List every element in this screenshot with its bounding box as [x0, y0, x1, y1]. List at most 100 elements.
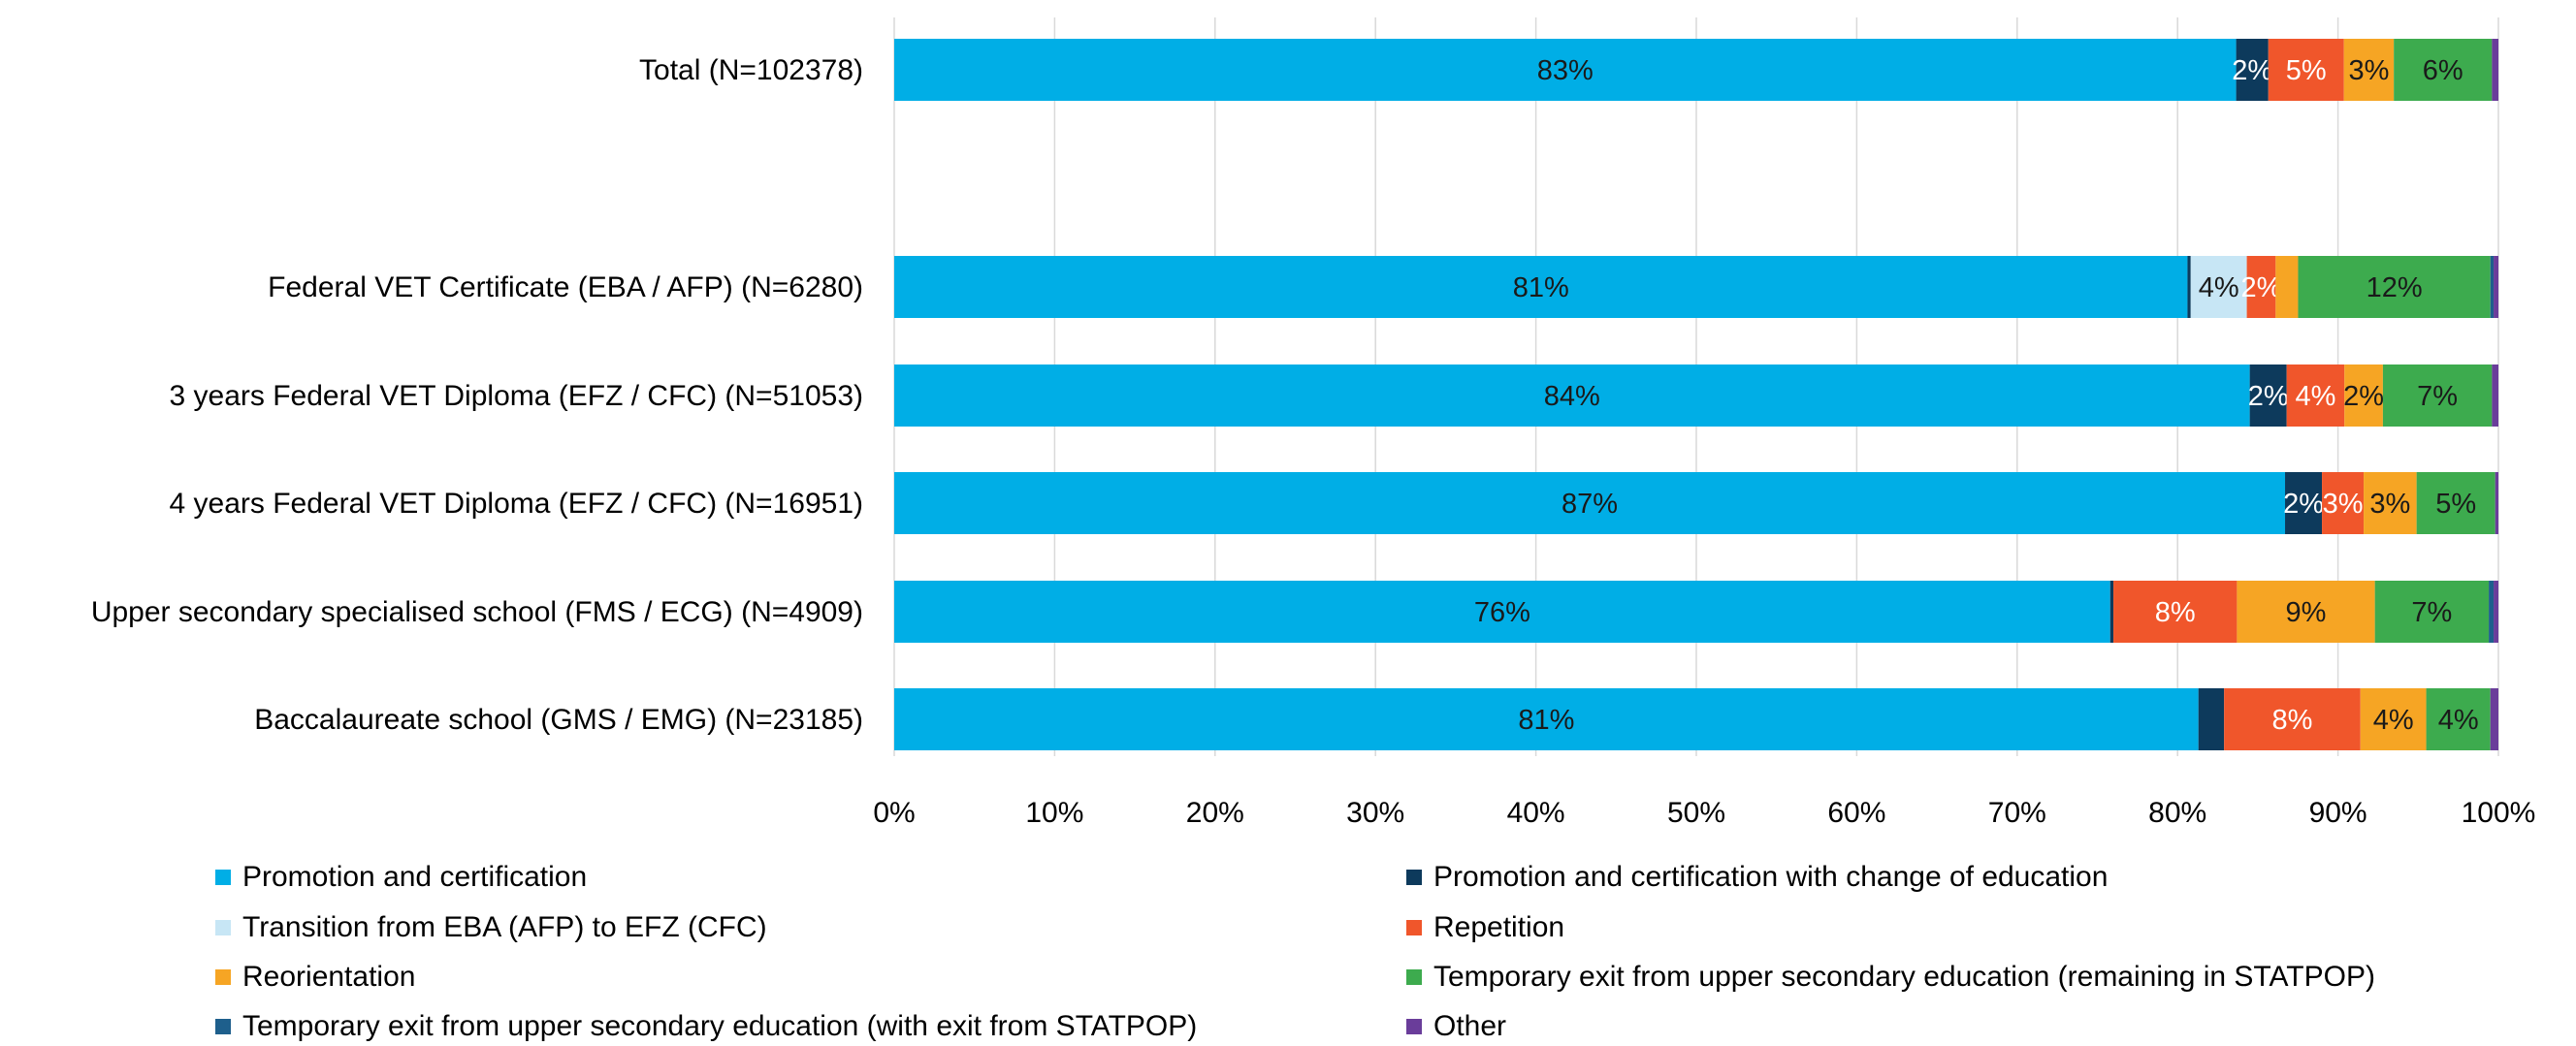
- category-label: Federal VET Certificate (EBA / AFP) (N=6…: [268, 271, 863, 303]
- bar-segment: [2343, 39, 2395, 101]
- legend-swatch: [215, 1019, 231, 1034]
- bar-segment: [894, 472, 2286, 534]
- legend-swatch: [1406, 870, 1422, 885]
- bar-segment: [894, 688, 2199, 750]
- bar-segment: [2224, 688, 2361, 750]
- data-label: 81%: [1518, 705, 1574, 736]
- legend-item: Transition from EBA (AFP) to EFZ (CFC): [215, 911, 767, 944]
- x-axis-ticks: 0% 10% 20% 30% 40% 50% 60% 70% 80% 90% 100%: [873, 797, 2535, 829]
- x-tick-label: 30%: [1346, 797, 1404, 829]
- category-labels: Total (N=102378) Federal VET Certificate …: [91, 54, 863, 736]
- bar-segment: [2374, 581, 2490, 643]
- data-label: 2%: [2232, 55, 2272, 86]
- category-label: Total (N=102378): [639, 54, 863, 86]
- legend-swatch: [215, 870, 231, 885]
- x-tick-label: 50%: [1667, 797, 1725, 829]
- legend-item: Promotion and certification: [215, 861, 587, 894]
- bar-segment: [2360, 688, 2427, 750]
- bar-segment: [2268, 39, 2344, 101]
- legend-swatch: [1406, 1019, 1422, 1034]
- bar-segment: [2364, 472, 2417, 534]
- data-label: 8%: [2155, 597, 2196, 628]
- x-tick-label: 80%: [2148, 797, 2206, 829]
- x-tick-label: 90%: [2309, 797, 2367, 829]
- legend-label: Temporary exit from upper secondary educ…: [242, 1010, 1198, 1042]
- legend-item: Temporary exit from upper secondary educ…: [215, 1010, 1197, 1043]
- bar-segment: [2187, 256, 2191, 318]
- bar-segment: [894, 256, 2188, 318]
- bars: 83% 2% 5% 3% 6%81% 4% 2% 12%84% 2% 4% 2% 7%87% 2%3% 3…: [894, 39, 2498, 750]
- x-tick-label: 20%: [1186, 797, 1244, 829]
- bar-segment: [2322, 472, 2365, 534]
- bar-segment: [2426, 688, 2491, 750]
- data-label: 4%: [2199, 272, 2239, 303]
- bar-segment: [2246, 256, 2276, 318]
- legend-swatch: [215, 920, 231, 935]
- stacked-bar-chart: 83% 2% 5% 3% 6%81% 4% 2% 12%84% 2% 4% 2% 7%87% 2%3% 3…: [91, 17, 2535, 829]
- legend-label: Promotion and certification: [242, 861, 588, 893]
- bar-segment: [2236, 39, 2269, 101]
- x-tick-label: 10%: [1025, 797, 1083, 829]
- data-label: 3%: [2323, 489, 2364, 520]
- x-tick-label: 70%: [1988, 797, 2046, 829]
- bar-segment: [2494, 581, 2498, 643]
- data-label: 3%: [2369, 489, 2410, 520]
- bar-segment: [2490, 688, 2498, 750]
- data-label: 4%: [2295, 381, 2335, 412]
- category-label: 4 years Federal VET Diploma (EFZ / CFC) …: [169, 488, 863, 520]
- legend-label: Transition from EBA (AFP) to EFZ (CFC): [242, 911, 767, 943]
- bar-segment: [2113, 581, 2238, 643]
- x-tick-label: 100%: [2462, 797, 2536, 829]
- data-label: 2%: [2248, 381, 2289, 412]
- data-label: 84%: [1544, 381, 1600, 412]
- category-label: Upper secondary specialised school (FMS …: [91, 596, 863, 628]
- bar-segment: [2286, 365, 2345, 427]
- bar-segment: [2492, 365, 2498, 427]
- data-label: 8%: [2272, 705, 2313, 736]
- bar-segment: [2237, 581, 2375, 643]
- bar-segment: [2394, 39, 2493, 101]
- bar-segment: [2285, 472, 2323, 534]
- bar-segment: [894, 581, 2110, 643]
- bar-segment: [2298, 256, 2491, 318]
- bar-segment: [2382, 365, 2493, 427]
- bar-segment: [2416, 472, 2496, 534]
- legend-swatch: [1406, 969, 1422, 985]
- bar-segment: [2190, 256, 2247, 318]
- bar-segment: [894, 365, 2250, 427]
- legend: Promotion and certification Promotion and…: [0, 841, 2576, 1046]
- legend-item: Repetition: [1406, 911, 1564, 944]
- bar-segment: [2198, 688, 2225, 750]
- bar-segment: [2344, 365, 2383, 427]
- category-label: Baccalaureate school (GMS / EMG) (N=2318…: [254, 704, 863, 736]
- data-label: 3%: [2348, 55, 2389, 86]
- legend-swatch: [215, 969, 231, 985]
- data-label: 2%: [2240, 272, 2281, 303]
- legend-swatch: [1406, 920, 1422, 935]
- data-label: 2%: [2343, 381, 2384, 412]
- bar-segment: [2490, 256, 2495, 318]
- data-label: 81%: [1513, 272, 1569, 303]
- legend-label: Other: [1433, 1010, 1507, 1042]
- legend-item: Reorientation: [215, 961, 415, 994]
- bar-segment: [894, 39, 2237, 101]
- data-label: 87%: [1562, 489, 1618, 520]
- bar-segment: [2492, 39, 2498, 101]
- legend-item: Other: [1406, 1010, 1506, 1043]
- data-label: 4%: [2373, 705, 2414, 736]
- data-label: 7%: [2411, 597, 2452, 628]
- legend-label: Temporary exit from upper secondary educ…: [1433, 961, 2375, 993]
- data-label: 4%: [2438, 705, 2479, 736]
- data-label: 12%: [2367, 272, 2423, 303]
- bar-segment: [2109, 581, 2114, 643]
- bar-segment: [2275, 256, 2299, 318]
- category-label: 3 years Federal VET Diploma (EFZ / CFC) …: [169, 380, 863, 412]
- bar-segment: [2489, 581, 2495, 643]
- legend-label: Repetition: [1433, 911, 1565, 943]
- legend-item: Temporary exit from upper secondary educ…: [1406, 961, 2375, 994]
- data-label: 76%: [1474, 597, 1530, 628]
- data-label: 9%: [2286, 597, 2327, 628]
- legend-item: Promotion and certification with change …: [1406, 861, 2108, 894]
- bar-segment: [2249, 365, 2287, 427]
- data-label: 7%: [2417, 381, 2458, 412]
